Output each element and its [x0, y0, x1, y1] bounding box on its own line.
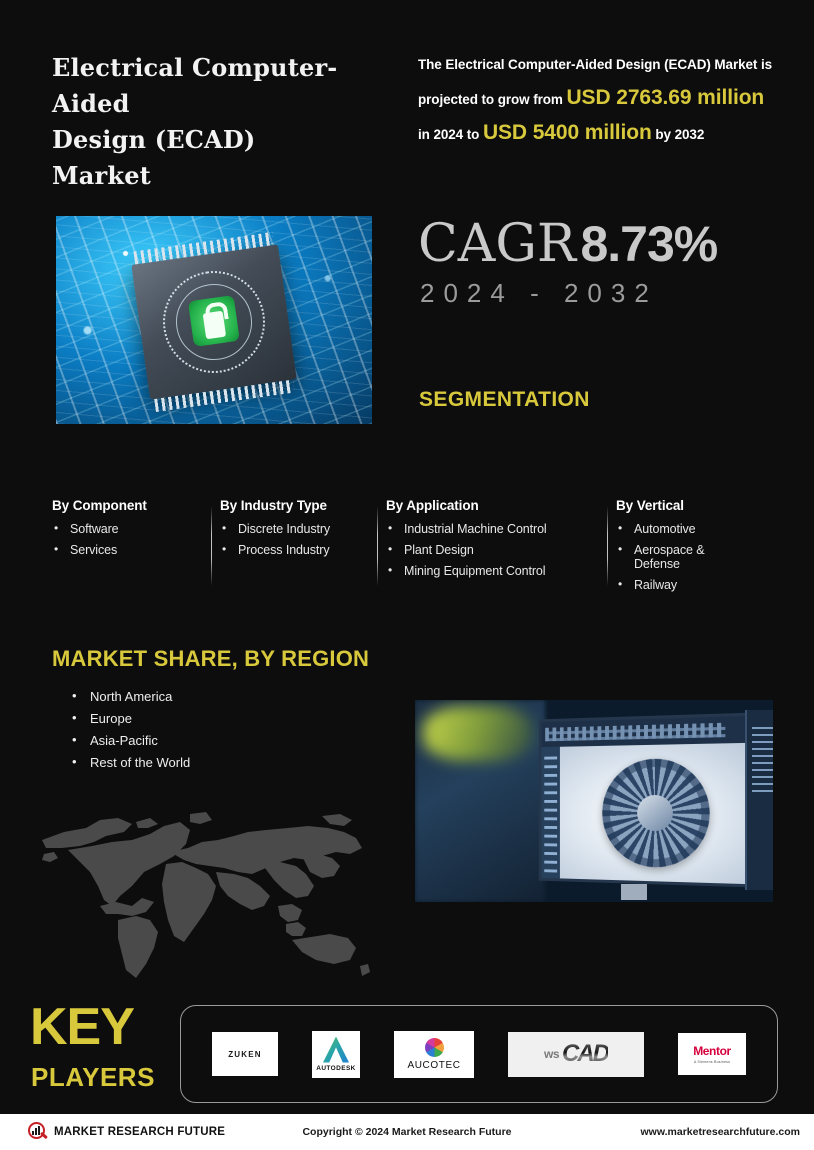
- footer-brand: MARKET RESEARCH FUTURE: [28, 1122, 225, 1142]
- cagr-year-range: 2024 - 2032: [420, 278, 658, 308]
- page-footer: MARKET RESEARCH FUTURE Copyright © 2024 …: [0, 1114, 814, 1150]
- list-item: Railway: [616, 577, 752, 592]
- logo-mentor-tagline: A Siemens Business: [693, 1060, 731, 1064]
- segmentation-column-application: By Application Industrial Machine Contro…: [386, 498, 616, 594]
- segmentation-columns: By Component Software Services By Indust…: [52, 498, 766, 594]
- monitor-primary: [538, 712, 761, 888]
- aucotec-mark-icon: [424, 1037, 444, 1057]
- region-list: North America Europe Asia-Pacific Rest o…: [68, 688, 190, 777]
- market-summary-text: The Electrical Computer-Aided Design (EC…: [418, 48, 778, 151]
- key-players-box: ZUKEN AUTODESK AUCOTEC ws CAD Mentor A S…: [180, 1005, 778, 1103]
- autodesk-mark-icon: [323, 1036, 349, 1063]
- microchip-icon: [131, 244, 297, 400]
- logo-zuken-text: ZUKEN: [228, 1049, 262, 1059]
- footer-brand-name: MARKET RESEARCH FUTURE: [54, 1126, 226, 1138]
- logo-wscad-prefix: ws: [543, 1047, 560, 1061]
- magnifier-ring: [28, 1122, 45, 1139]
- lock-icon: [187, 295, 240, 347]
- market-share-heading: MARKET SHARE, BY REGION: [52, 646, 370, 671]
- segment-list: Software Services: [52, 521, 206, 557]
- monitor-secondary: [745, 710, 773, 890]
- list-item: Software: [52, 521, 206, 536]
- list-item: Discrete Industry: [220, 521, 372, 536]
- segment-title: By Component: [52, 498, 147, 513]
- logo-autodesk: AUTODESK: [312, 1030, 360, 1078]
- summary-part-3: by 2032: [651, 127, 705, 142]
- page-title: Electrical Computer-Aided Design (ECAD) …: [52, 50, 397, 194]
- list-item: Rest of the World: [68, 754, 190, 770]
- page-title-line-1: Electrical Computer-Aided: [52, 53, 338, 118]
- footer-copyright: Copyright © 2024 Market Research Future: [302, 1126, 512, 1138]
- key-players-label-key: KEY: [30, 998, 135, 1056]
- segmentation-column-vertical: By Vertical Automotive Aerospace & Defen…: [616, 498, 766, 594]
- magnifier-chart-icon: [28, 1122, 48, 1142]
- segment-list: Automotive Aerospace & Defense Railway: [616, 521, 752, 592]
- list-item: Services: [52, 542, 206, 557]
- logo-aucotec-text: AUCOTEC: [407, 1059, 461, 1071]
- logo-wscad-suffix: CAD: [562, 1040, 610, 1067]
- cagr-label: CAGR: [418, 214, 577, 274]
- list-item: North America: [68, 688, 190, 704]
- segment-title: By Vertical: [616, 498, 684, 513]
- cagr-value: 8.73%: [580, 216, 718, 272]
- logo-zuken: ZUKEN: [212, 1032, 278, 1076]
- photo-foreground-blur: [415, 700, 545, 902]
- circuit-board-photo: [56, 216, 372, 424]
- cad-workstation-photo: [415, 700, 773, 902]
- bar-chart-icon: [32, 1126, 40, 1135]
- segment-title: By Application: [386, 498, 479, 513]
- logo-mentor-text: Mentor: [693, 1044, 731, 1058]
- footer-website-url[interactable]: www.marketresearchfuture.com: [640, 1126, 800, 1138]
- logo-aucotec: AUCOTEC: [394, 1030, 474, 1078]
- list-item: Aerospace & Defense: [616, 542, 752, 571]
- list-item: Asia-Pacific: [68, 732, 190, 748]
- list-item: Mining Equipment Control: [386, 563, 602, 578]
- cad-canvas: [559, 742, 758, 885]
- cad-sidebar: [541, 746, 560, 879]
- key-players-label-players: PLAYERS: [31, 1062, 155, 1092]
- column-divider: [377, 506, 378, 586]
- column-divider: [607, 506, 608, 586]
- summary-part-2: in 2024 to: [418, 127, 483, 142]
- page-title-line-2: Design (ECAD): [52, 125, 256, 154]
- cagr-block: CAGR 8.73%: [418, 214, 718, 274]
- segment-list: Discrete Industry Process Industry: [220, 521, 372, 557]
- list-item: Automotive: [616, 521, 752, 536]
- segmentation-column-industry-type: By Industry Type Discrete Industry Proce…: [220, 498, 386, 594]
- engine-model-icon: [602, 757, 710, 869]
- list-item: Industrial Machine Control: [386, 521, 602, 536]
- segment-list: Industrial Machine Control Plant Design …: [386, 521, 602, 578]
- market-value-2024: USD 2763.69 million: [566, 86, 765, 109]
- list-item: Process Industry: [220, 542, 372, 557]
- logo-mentor: Mentor A Siemens Business: [678, 1033, 746, 1075]
- market-value-2032: USD 5400 million: [482, 121, 652, 144]
- magnifier-handle: [40, 1131, 48, 1140]
- summary-part-1: The Electrical Computer-Aided Design (EC…: [418, 57, 773, 107]
- segment-title: By Industry Type: [220, 498, 327, 513]
- monitor-stand: [621, 884, 647, 900]
- world-map: [40, 802, 370, 987]
- list-item: Plant Design: [386, 542, 602, 557]
- world-map-landmasses: [42, 812, 370, 978]
- list-item: Europe: [68, 710, 190, 726]
- segmentation-heading: SEGMENTATION: [419, 388, 590, 411]
- logo-wscad: ws CAD: [508, 1031, 644, 1077]
- logo-autodesk-text: AUTODESK: [316, 1064, 356, 1072]
- column-divider: [211, 506, 212, 586]
- page-title-line-3: Market: [52, 161, 151, 190]
- segmentation-column-component: By Component Software Services: [52, 498, 220, 594]
